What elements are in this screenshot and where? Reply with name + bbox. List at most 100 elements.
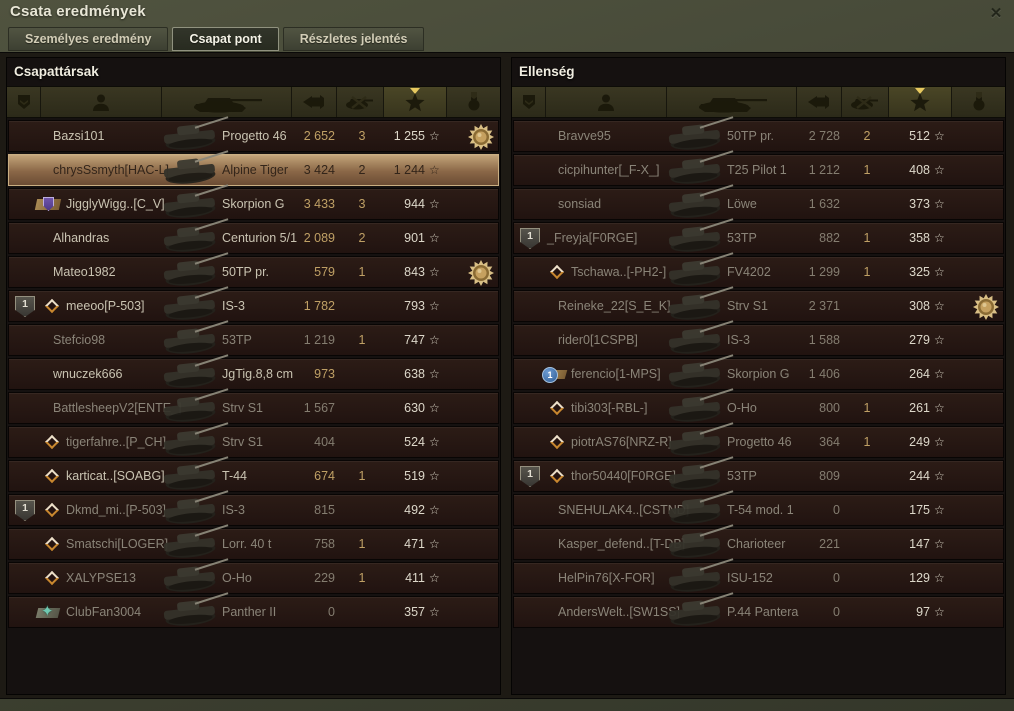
rank-icon bbox=[522, 95, 535, 109]
player-name: karticat..[SOABG] bbox=[66, 469, 165, 483]
kills-value: 2 bbox=[358, 163, 366, 177]
table-row[interactable]: ferencio[1-MPS] Skorpion G 1 406 264 ☆ bbox=[513, 354, 1004, 390]
column-header-medal[interactable] bbox=[447, 87, 500, 117]
kills-value: 1 bbox=[863, 163, 871, 177]
player-name: chrysSsmyth[HAC-L] bbox=[53, 163, 169, 177]
column-header-damage[interactable] bbox=[292, 87, 337, 117]
table-row[interactable]: sonsiad Löwe 1 632 373 ☆ bbox=[513, 184, 1004, 220]
damage-value: 1 406 bbox=[808, 367, 840, 381]
table-row[interactable]: HelPin76[X-FOR] ISU-152 0 129 ☆ bbox=[513, 558, 1004, 594]
table-row[interactable]: Reineke_22[S_E_K] Strv S1 2 371 308 ☆ bbox=[513, 286, 1004, 322]
table-row[interactable]: Smatschi[LOGER] Lorr. 40 t 758 1 471 ☆ bbox=[8, 524, 499, 560]
tank-image bbox=[656, 217, 739, 262]
table-row[interactable]: AndersWelt..[SW1SS] P.44 Pantera 0 97 ☆ bbox=[513, 592, 1004, 628]
table-row[interactable]: piotrAS76[NRZ-R] Progetto 46 364 1 249 ☆ bbox=[513, 422, 1004, 458]
table-row[interactable]: rider0[1CSPB] IS-3 1 588 279 ☆ bbox=[513, 320, 1004, 356]
table-row[interactable]: ClubFan3004 Panther II 0 357 ☆ bbox=[8, 592, 499, 628]
close-icon[interactable]: ✕ bbox=[989, 5, 1003, 22]
xp-value: 638 bbox=[404, 367, 425, 381]
tank-name: Skorpion G bbox=[222, 197, 285, 211]
kills-value: 1 bbox=[863, 401, 871, 415]
player-name: Mateo1982 bbox=[53, 265, 116, 279]
tank-image bbox=[151, 149, 234, 194]
player-icon bbox=[93, 94, 109, 111]
xp-star-icon: ☆ bbox=[429, 333, 440, 347]
kills-value: 1 bbox=[358, 571, 366, 585]
table-row[interactable]: Bravve95 50TP pr. 2 728 2 512 ☆ bbox=[513, 116, 1004, 152]
table-row[interactable]: 1 meeoo[P-503] IS-3 1 782 793 ☆ bbox=[8, 286, 499, 322]
column-header-rank[interactable] bbox=[7, 87, 41, 117]
table-row[interactable]: 1 _Freyja[F0RGE] 53TP 882 1 358 ☆ bbox=[513, 218, 1004, 254]
table-row[interactable]: Kasper_defend..[T-DB] Charioteer 221 147… bbox=[513, 524, 1004, 560]
battle-pass-rank-icon bbox=[549, 434, 565, 450]
column-header-medal[interactable] bbox=[952, 87, 1005, 117]
kills-value: 2 bbox=[358, 231, 366, 245]
column-header-damage[interactable] bbox=[797, 87, 842, 117]
damage-value: 364 bbox=[819, 435, 840, 449]
column-header-player[interactable] bbox=[41, 87, 162, 117]
tab-personal-result[interactable]: Személyes eredmény bbox=[8, 27, 169, 51]
column-header-tank[interactable] bbox=[162, 87, 292, 117]
table-row[interactable]: Bazsi101 Progetto 46 2 652 3 1 255 ☆ bbox=[8, 116, 499, 152]
table-row[interactable]: 1 thor50440[F0RGE] 53TP 809 244 ☆ bbox=[513, 456, 1004, 492]
tank-name: Strv S1 bbox=[727, 299, 768, 313]
tank-image bbox=[151, 183, 234, 228]
damage-value: 882 bbox=[819, 231, 840, 245]
xp-star-icon: ☆ bbox=[429, 231, 440, 245]
column-header-xp[interactable] bbox=[384, 87, 447, 117]
xp-star-icon: ☆ bbox=[429, 197, 440, 211]
column-header-kills[interactable] bbox=[842, 87, 889, 117]
tank-image bbox=[656, 149, 739, 194]
tank-image bbox=[656, 183, 739, 228]
table-row[interactable]: XALYPSE13 O-Ho 229 1 411 ☆ bbox=[8, 558, 499, 594]
player-name: Bazsi101 bbox=[53, 129, 105, 143]
table-row[interactable]: tibi303[-RBL-] O-Ho 800 1 261 ☆ bbox=[513, 388, 1004, 424]
table-row[interactable]: Mateo1982 50TP pr. 579 1 843 ☆ bbox=[8, 252, 499, 288]
tank-name: T-44 bbox=[222, 469, 248, 483]
tab-detailed-report[interactable]: Részletes jelentés bbox=[282, 27, 425, 51]
damage-value: 815 bbox=[314, 503, 335, 517]
player-name: wnuczek666 bbox=[53, 367, 123, 381]
xp-value: 843 bbox=[404, 265, 425, 279]
enemies-panel-title: Ellenség bbox=[519, 64, 575, 79]
damage-value: 2 652 bbox=[303, 129, 335, 143]
table-row[interactable]: BattlesheepV2[ENTE_] Strv S1 1 567 630 ☆ bbox=[8, 388, 499, 424]
tank-image bbox=[656, 115, 739, 160]
player-name: sonsiad bbox=[558, 197, 602, 211]
kills-value: 1 bbox=[358, 537, 366, 551]
xp-value: 373 bbox=[909, 197, 930, 211]
table-row[interactable]: chrysSsmyth[HAC-L] Alpine Tiger 3 424 2 … bbox=[8, 150, 499, 186]
tank-name: Strv S1 bbox=[222, 401, 263, 415]
table-row[interactable]: SNEHULAK4..[CSTND] T-54 mod. 1 0 175 ☆ bbox=[513, 490, 1004, 526]
table-row[interactable]: Alhandras Centurion 5/1 2 089 2 901 ☆ bbox=[8, 218, 499, 254]
column-header-xp[interactable] bbox=[889, 87, 952, 117]
xp-value: 524 bbox=[404, 435, 425, 449]
damage-value: 1 212 bbox=[808, 163, 840, 177]
column-header-tank[interactable] bbox=[667, 87, 797, 117]
rank-icon bbox=[17, 95, 30, 109]
column-header-kills[interactable] bbox=[337, 87, 384, 117]
damage-shell-icon bbox=[303, 95, 324, 109]
damage-value: 0 bbox=[833, 605, 840, 619]
table-row[interactable]: JigglyWigg..[C_V] Skorpion G 3 433 3 944… bbox=[8, 184, 499, 220]
table-row[interactable]: wnuczek666 JgTig.8,8 cm 973 638 ☆ bbox=[8, 354, 499, 390]
table-row[interactable]: Tschawa..[-PH2-] FV4202 1 299 1 325 ☆ bbox=[513, 252, 1004, 288]
column-header-player[interactable] bbox=[546, 87, 667, 117]
table-row[interactable]: karticat..[SOABG] T-44 674 1 519 ☆ bbox=[8, 456, 499, 492]
tab-team-score[interactable]: Csapat pont bbox=[172, 27, 279, 51]
table-row[interactable]: cicpihunter[_F-X_] T25 Pilot 1 1 212 1 4… bbox=[513, 150, 1004, 186]
tank-name: T25 Pilot 1 bbox=[727, 163, 787, 177]
damage-value: 2 371 bbox=[808, 299, 840, 313]
player-name: cicpihunter[_F-X_] bbox=[558, 163, 660, 177]
tank-name: Progetto 46 bbox=[222, 129, 287, 143]
table-row[interactable]: Stefcio98 53TP 1 219 1 747 ☆ bbox=[8, 320, 499, 356]
damage-value: 0 bbox=[833, 571, 840, 585]
table-row[interactable]: 1 Dkmd_mi..[P-503] IS-3 815 492 ☆ bbox=[8, 490, 499, 526]
xp-value: 901 bbox=[404, 231, 425, 245]
column-header-rank[interactable] bbox=[512, 87, 546, 117]
battle-results-content: Csapattársak Bazsi101 bbox=[0, 52, 1014, 699]
xp-star-icon: ☆ bbox=[429, 605, 440, 619]
table-row[interactable]: tigerfahre..[P_CH] Strv S1 404 524 ☆ bbox=[8, 422, 499, 458]
tank-image bbox=[656, 489, 739, 534]
kills-value: 1 bbox=[358, 265, 366, 279]
